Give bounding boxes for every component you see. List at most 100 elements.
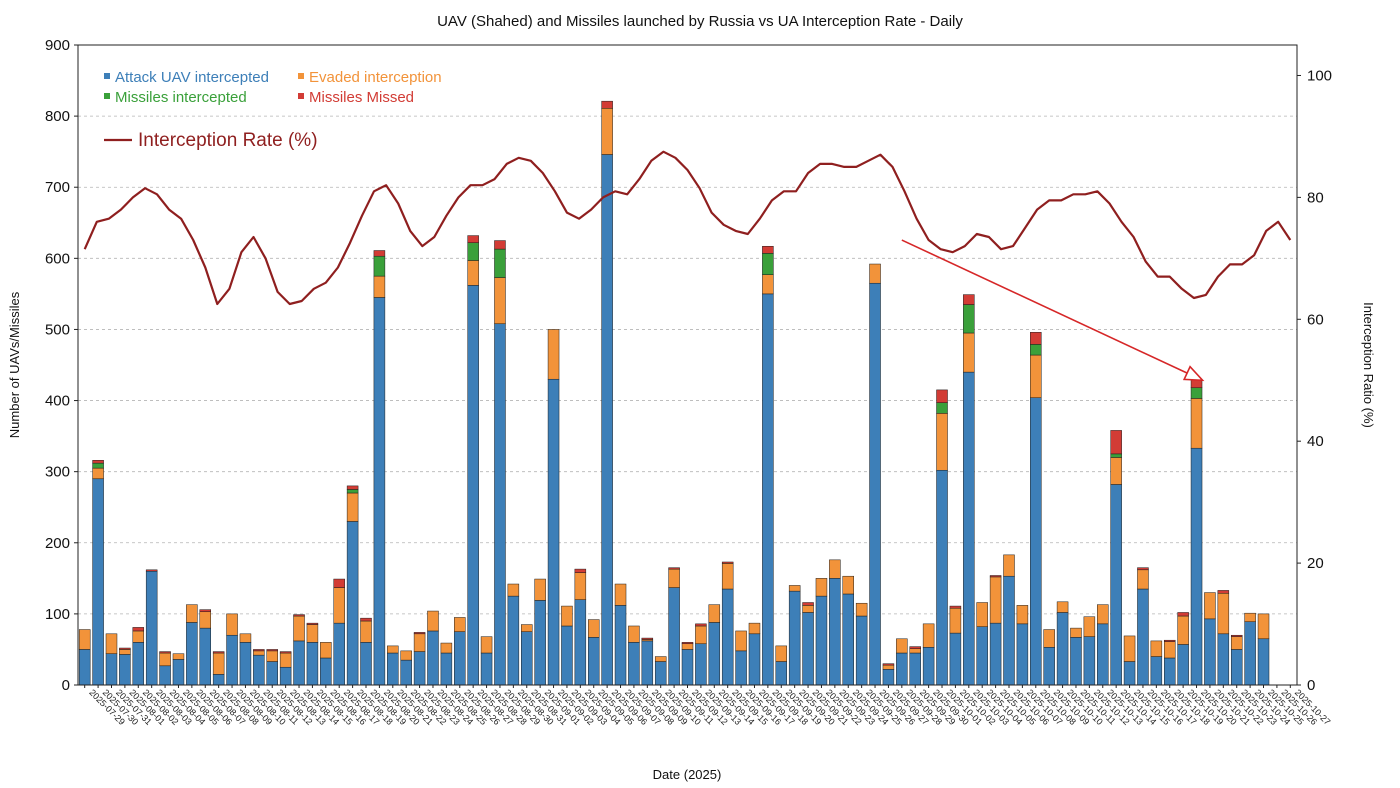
chart-title: UAV (Shahed) and Missiles launched by Ru… — [437, 13, 963, 30]
bar-segment — [681, 643, 694, 650]
bar-segment — [387, 652, 399, 686]
bar-segment — [922, 647, 935, 686]
bar-segment — [212, 651, 225, 654]
bar-segment — [1083, 616, 1096, 637]
bar-segment — [708, 604, 721, 623]
bar-segment — [507, 583, 520, 597]
trend-arrow-shaft — [901, 239, 1203, 381]
bar-segment — [574, 568, 587, 573]
bar-segment — [494, 240, 506, 250]
bar-segment — [547, 378, 560, 686]
bar-segment — [601, 100, 613, 109]
trend-arrow-head — [1182, 365, 1205, 382]
y-axis-right-ticks: 0 20 40 60 80 100 — [1297, 67, 1332, 694]
bar-segment — [1110, 430, 1122, 455]
bar-segment — [735, 650, 747, 686]
bars-group — [78, 100, 1270, 686]
bar-segment — [105, 653, 118, 686]
bar-segment — [561, 605, 573, 627]
bar-segment — [132, 642, 145, 686]
bar-segment — [949, 605, 962, 609]
bar-segment — [748, 633, 761, 686]
y-tick-label-right: 20 — [1307, 555, 1324, 572]
legend-label-rate: Interception Rate (%) — [138, 130, 318, 151]
bar-segment — [695, 625, 707, 645]
legend: Attack UAV intercepted Evaded interceptio… — [104, 69, 442, 151]
bar-segment — [413, 632, 426, 635]
trend-arrow — [901, 239, 1205, 382]
bar-segment — [896, 652, 908, 686]
legend-marker — [298, 93, 304, 99]
bar-segment — [92, 462, 104, 469]
bar-segment — [1137, 567, 1149, 571]
bar-segment — [454, 631, 466, 686]
bar-segment — [92, 460, 104, 464]
y-tick-label-left: 0 — [62, 677, 70, 694]
bar-segment — [949, 607, 962, 634]
bar-segment — [963, 294, 975, 305]
bar-segment — [279, 651, 292, 654]
bar-segment — [963, 304, 975, 334]
y-tick-label-right: 0 — [1307, 677, 1315, 694]
bar-segment — [199, 611, 212, 629]
legend-marker — [104, 73, 110, 79]
y-tick-label-left: 500 — [45, 321, 70, 338]
bar-segment — [989, 576, 1002, 624]
legend-label: Missiles intercepted — [115, 89, 247, 106]
y-tick-label-right: 80 — [1307, 189, 1324, 206]
bar-segment — [186, 622, 198, 686]
bar-segment — [266, 650, 278, 662]
bar-segment — [1190, 447, 1203, 686]
bar-segment — [587, 619, 600, 638]
bar-segment — [922, 623, 935, 648]
bar-segment — [159, 652, 171, 667]
y-tick-label-left: 100 — [45, 606, 70, 623]
bar-segment — [1257, 613, 1270, 640]
bar-segment — [909, 652, 921, 686]
bar-segment — [949, 632, 962, 686]
bar-segment — [521, 631, 533, 686]
bar-segment — [346, 492, 359, 522]
bar-segment — [226, 634, 238, 686]
bar-segment — [788, 585, 801, 592]
bar-segment — [1097, 604, 1109, 625]
bar-segment — [802, 612, 814, 686]
bar-segment — [829, 559, 841, 579]
bar-segment — [306, 624, 319, 643]
bar-segment — [1137, 588, 1149, 686]
bar-segment — [159, 665, 171, 686]
bar-segment — [293, 614, 305, 617]
bar-segment — [815, 595, 828, 686]
bar-segment — [829, 578, 841, 686]
bar-segment — [855, 615, 868, 686]
bar-segment — [253, 649, 265, 652]
bar-segment — [775, 645, 788, 662]
bar-segment — [1244, 621, 1256, 686]
bar-segment — [909, 646, 921, 649]
bar-segment — [333, 587, 345, 624]
y-axis-left-ticks: 0 100 200 300 400 500 600 700 800 900 — [45, 37, 78, 694]
bar-segment — [494, 323, 506, 686]
bar-segment — [936, 402, 948, 414]
bar-segment — [681, 649, 694, 686]
bar-segment — [119, 649, 131, 655]
bar-segment — [654, 656, 667, 662]
bar-segment — [936, 413, 948, 471]
bar-segment — [748, 622, 761, 635]
y-tick-label-left: 400 — [45, 393, 70, 410]
bar-segment — [695, 623, 707, 627]
bar-segment — [454, 617, 466, 632]
bar-segment — [963, 371, 975, 686]
bar-segment — [1163, 639, 1176, 642]
bar-segment — [1230, 636, 1243, 650]
bar-segment — [1110, 453, 1122, 458]
bar-segment — [400, 650, 412, 661]
bar-segment — [199, 609, 212, 613]
bar-segment — [132, 630, 145, 643]
bar-segment — [963, 332, 975, 373]
bar-segment — [226, 613, 238, 636]
bar-segment — [427, 610, 439, 632]
bar-segment — [199, 627, 212, 686]
bar-segment — [1070, 627, 1082, 638]
bar-segment — [92, 478, 104, 686]
